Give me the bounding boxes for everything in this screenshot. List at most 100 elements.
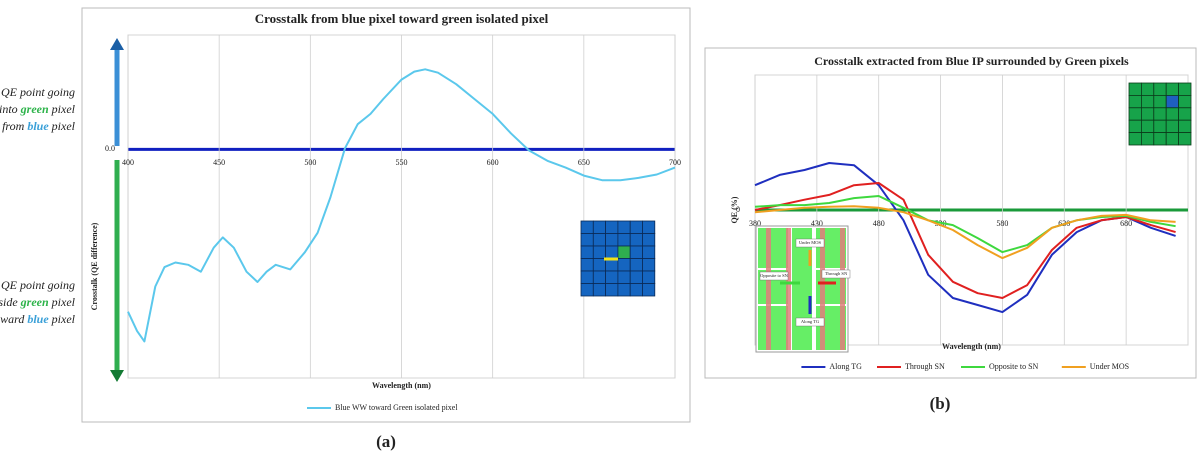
pixel-cell (1141, 132, 1155, 146)
pixel-cell (1178, 95, 1192, 109)
panel-label: (a) (376, 432, 396, 451)
annotation: outside green pixel (0, 295, 76, 309)
y-tick-label: 0 (736, 205, 740, 214)
pixel-cell (629, 233, 643, 247)
annotation-text: outside (0, 295, 21, 309)
inset-label-box (795, 238, 825, 248)
pixel-cell (629, 220, 643, 234)
pixel-cell (617, 258, 631, 272)
pixel-cell (629, 258, 643, 272)
pixel-cell (642, 283, 656, 297)
pixel-cell (1153, 119, 1167, 133)
pixel-cell (580, 270, 594, 284)
inset-label-box (821, 269, 851, 279)
data-line (754, 195, 1176, 254)
pixel-icon (580, 220, 656, 297)
pixel-cell (1128, 132, 1142, 146)
annotation-text: into (0, 102, 21, 116)
annotation-text: QE point going (1, 85, 75, 99)
legend-label: Under MOS (1090, 362, 1129, 371)
x-tick-label: 580 (996, 219, 1008, 228)
pixel-cell (605, 283, 619, 297)
inset-label: Under MOS (799, 240, 822, 245)
pixel-cell (617, 233, 631, 247)
legend-label: Through SN (905, 362, 945, 371)
y-axis-label: QE (%) (730, 196, 739, 223)
pixel-cell (580, 258, 594, 272)
annotation: toward blue pixel (0, 312, 76, 326)
pixel-cell (1178, 132, 1192, 146)
pixel-cell (1165, 107, 1179, 121)
pixel-cell (617, 270, 631, 284)
chart-title: Crosstalk extracted from Blue IP surroun… (814, 54, 1129, 68)
pixel-cell (1141, 82, 1155, 96)
x-tick-label: 700 (669, 158, 681, 167)
inset-strip (820, 228, 825, 350)
pixel-cell (642, 220, 656, 234)
x-tick-label: 600 (487, 158, 499, 167)
inset-region (758, 306, 788, 350)
pixel-cell (1165, 82, 1179, 96)
panel-label: (b) (930, 394, 951, 413)
legend-label: Blue WW toward Green isolated pixel (335, 403, 458, 412)
annotation-text: QE point going (1, 278, 75, 292)
pixel-cell (592, 258, 606, 272)
annotation-text: from (2, 119, 27, 133)
pixel-cell (1178, 82, 1192, 96)
panel-frame (81, 7, 691, 423)
inset-label: Along TG (801, 319, 820, 324)
inset-strip (786, 228, 791, 350)
annotation-text: pixel (49, 119, 76, 133)
inset-strip (840, 228, 845, 350)
pixel-cell (642, 245, 656, 259)
annotation-text: green (20, 295, 49, 309)
x-tick-label: 500 (304, 158, 316, 167)
pixel-cell (629, 270, 643, 284)
pixel-cell (580, 245, 594, 259)
pixel-cell (592, 283, 606, 297)
data-line (127, 68, 676, 343)
pixel-cell (580, 220, 594, 234)
pixel-cell (605, 233, 619, 247)
annotation-text: toward (0, 312, 27, 326)
pixel-icon (1128, 82, 1192, 146)
annotation: from blue pixel (2, 119, 76, 133)
pixel-cell (617, 283, 631, 297)
inset-strip (766, 228, 771, 350)
pixel-cell (629, 283, 643, 297)
pixel-cell (1178, 107, 1192, 121)
pixel-cell (1165, 119, 1179, 133)
y-axis-label: Crosstalk (QE difference) (90, 222, 99, 310)
y-tick-label: 0.0 (105, 144, 115, 153)
pixel-cell (592, 270, 606, 284)
pixel-cell (642, 233, 656, 247)
inset-label-box (759, 271, 789, 281)
annotation-text: green (20, 102, 49, 116)
annotation-text: pixel (49, 295, 76, 309)
pixel-cell (592, 245, 606, 259)
annotation: into green pixel (0, 102, 76, 116)
annotation-text: blue (27, 312, 49, 326)
inset-region (758, 228, 788, 268)
legend-label: Opposite to SN (989, 362, 1039, 371)
annotation-text: pixel (49, 312, 76, 326)
inset-label: Through SN (825, 271, 848, 276)
pixel-cell (1128, 95, 1142, 109)
pixel-cell (605, 220, 619, 234)
x-axis-label: Wavelength (nm) (372, 381, 431, 390)
pixel-cell (1128, 119, 1142, 133)
pixel-cell (617, 220, 631, 234)
annotation: QE point going (1, 278, 75, 292)
x-tick-label: 650 (578, 158, 590, 167)
data-line (754, 205, 1176, 260)
pixel-cell (1153, 107, 1167, 121)
pixel-cell (1153, 95, 1167, 109)
x-tick-label: 550 (396, 158, 408, 167)
x-tick-label: 400 (122, 158, 134, 167)
x-tick-label: 380 (749, 219, 761, 228)
pixel-cell (1128, 82, 1142, 96)
pixel-cell (605, 270, 619, 284)
chart-title: Crosstalk from blue pixel toward green i… (255, 11, 549, 26)
x-tick-label: 450 (213, 158, 225, 167)
